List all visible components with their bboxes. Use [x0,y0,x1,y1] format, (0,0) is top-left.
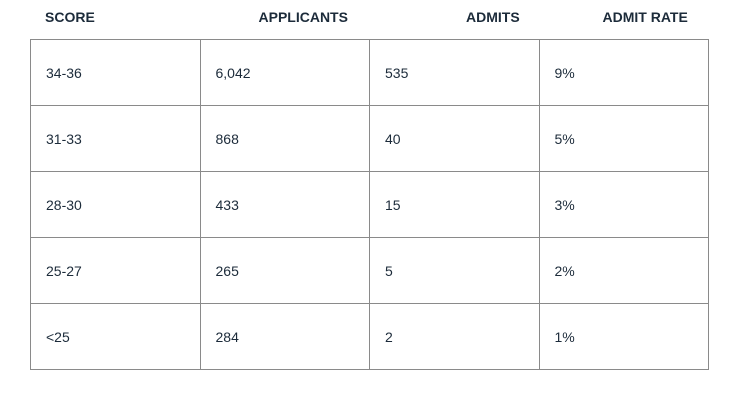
table-cell: 34-36 [30,39,201,106]
table-cell: 25-27 [30,237,201,304]
table-row: <25 284 2 1% [30,303,709,370]
table-row: 28-30 433 15 3% [30,171,709,238]
table-cell: 9% [538,39,709,106]
table-cell: 3% [538,171,709,238]
column-header: ADMIT RATE [602,9,688,25]
table-cell: 5% [538,105,709,172]
table-row: 34-36 6,042 535 9% [30,39,709,106]
table-cell: 284 [199,303,370,370]
table-cell: 2 [369,303,540,370]
table-row: 31-33 868 40 5% [30,105,709,172]
table-cell: 40 [369,105,540,172]
table-cell: 265 [199,237,370,304]
table-cell: 535 [369,39,540,106]
table-row: 25-27 265 5 2% [30,237,709,304]
data-table: 34-36 6,042 535 9% 31-33 868 40 5% 28-30 433 15 3% 2… [30,39,709,370]
table-cell: 5 [369,237,540,304]
table-cell: 15 [369,171,540,238]
table-cell: 2% [538,237,709,304]
column-header: APPLICANTS [258,9,348,25]
table-cell: 6,042 [199,39,370,106]
table-cell: <25 [30,303,201,370]
table-cell: 1% [538,303,709,370]
column-header: SCORE [45,9,95,25]
table-cell: 31-33 [30,105,201,172]
table-cell: 868 [199,105,370,172]
table-cell: 433 [199,171,370,238]
table-cell: 28-30 [30,171,201,238]
column-header: ADMITS [466,9,520,25]
